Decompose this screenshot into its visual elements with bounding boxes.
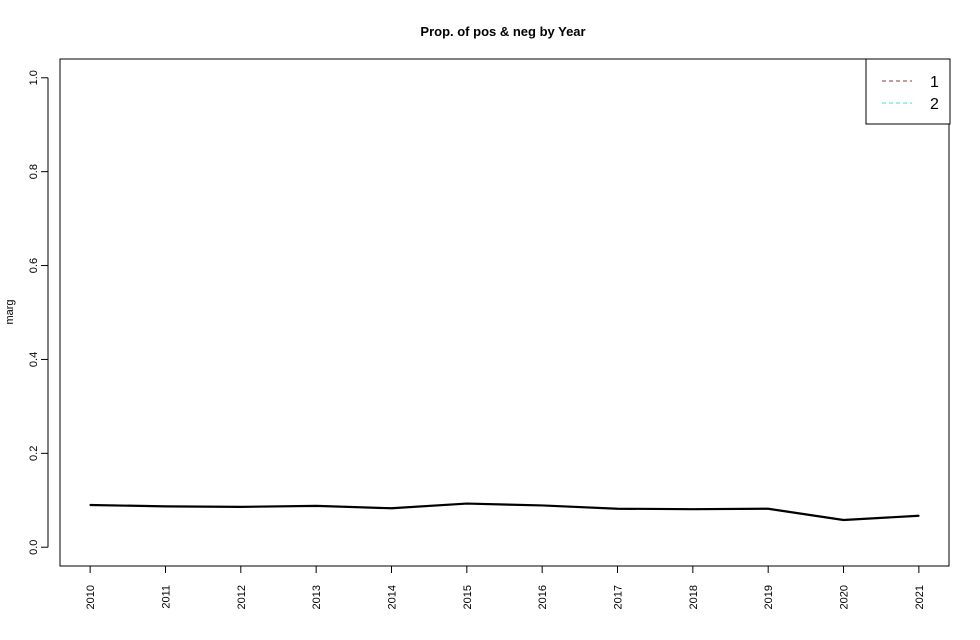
y-tick-label: 0.0 (28, 540, 40, 555)
data-point (616, 507, 619, 510)
y-tick-label: 0.2 (28, 446, 40, 461)
y-tick-label: 0.4 (28, 352, 40, 367)
x-tick-label: 2018 (688, 585, 700, 609)
data-point (240, 506, 242, 508)
series-layer (89, 502, 920, 522)
y-axis: 0.0 0.2 0.4 0.6 0.8 1.0 (28, 70, 49, 555)
data-point (842, 519, 845, 521)
x-tick-label: 2011 (160, 585, 172, 609)
legend-box (865, 58, 951, 125)
x-axis: 2010 2011 2012 2013 2014 2015 2016 2017 2018 2019… (85, 565, 926, 609)
legend-label-1: 1 (930, 74, 939, 91)
x-tick-label: 2010 (85, 585, 97, 609)
x-tick-label: 2020 (839, 585, 851, 609)
data-point (918, 514, 920, 517)
data-point (692, 508, 694, 510)
data-point (164, 505, 167, 508)
data-point (541, 504, 543, 507)
x-tick-label: 2015 (462, 585, 474, 609)
legend: 12 (865, 58, 951, 125)
data-point (89, 504, 91, 506)
plot-frame (59, 58, 950, 567)
data-point (315, 505, 317, 507)
x-tick-label: 2017 (613, 585, 625, 609)
y-axis-label: marg (4, 299, 16, 324)
y-tick-label: 0.6 (28, 258, 40, 273)
data-point (767, 507, 769, 510)
y-tick-label: 1.0 (28, 70, 40, 85)
x-tick-label: 2021 (914, 585, 926, 609)
x-tick-label: 2019 (763, 585, 775, 609)
chart-title: Prop. of pos & neg by Year (420, 24, 585, 39)
x-tick-label: 2012 (236, 585, 248, 609)
data-point (390, 507, 393, 510)
x-tick-label: 2016 (537, 585, 549, 609)
series-line-1 (90, 502, 919, 522)
legend-label-2: 2 (930, 96, 939, 113)
y-tick-label: 0.8 (28, 164, 40, 179)
x-tick-label: 2013 (311, 585, 323, 609)
x-tick-label: 2014 (386, 585, 398, 609)
data-point (466, 502, 468, 505)
